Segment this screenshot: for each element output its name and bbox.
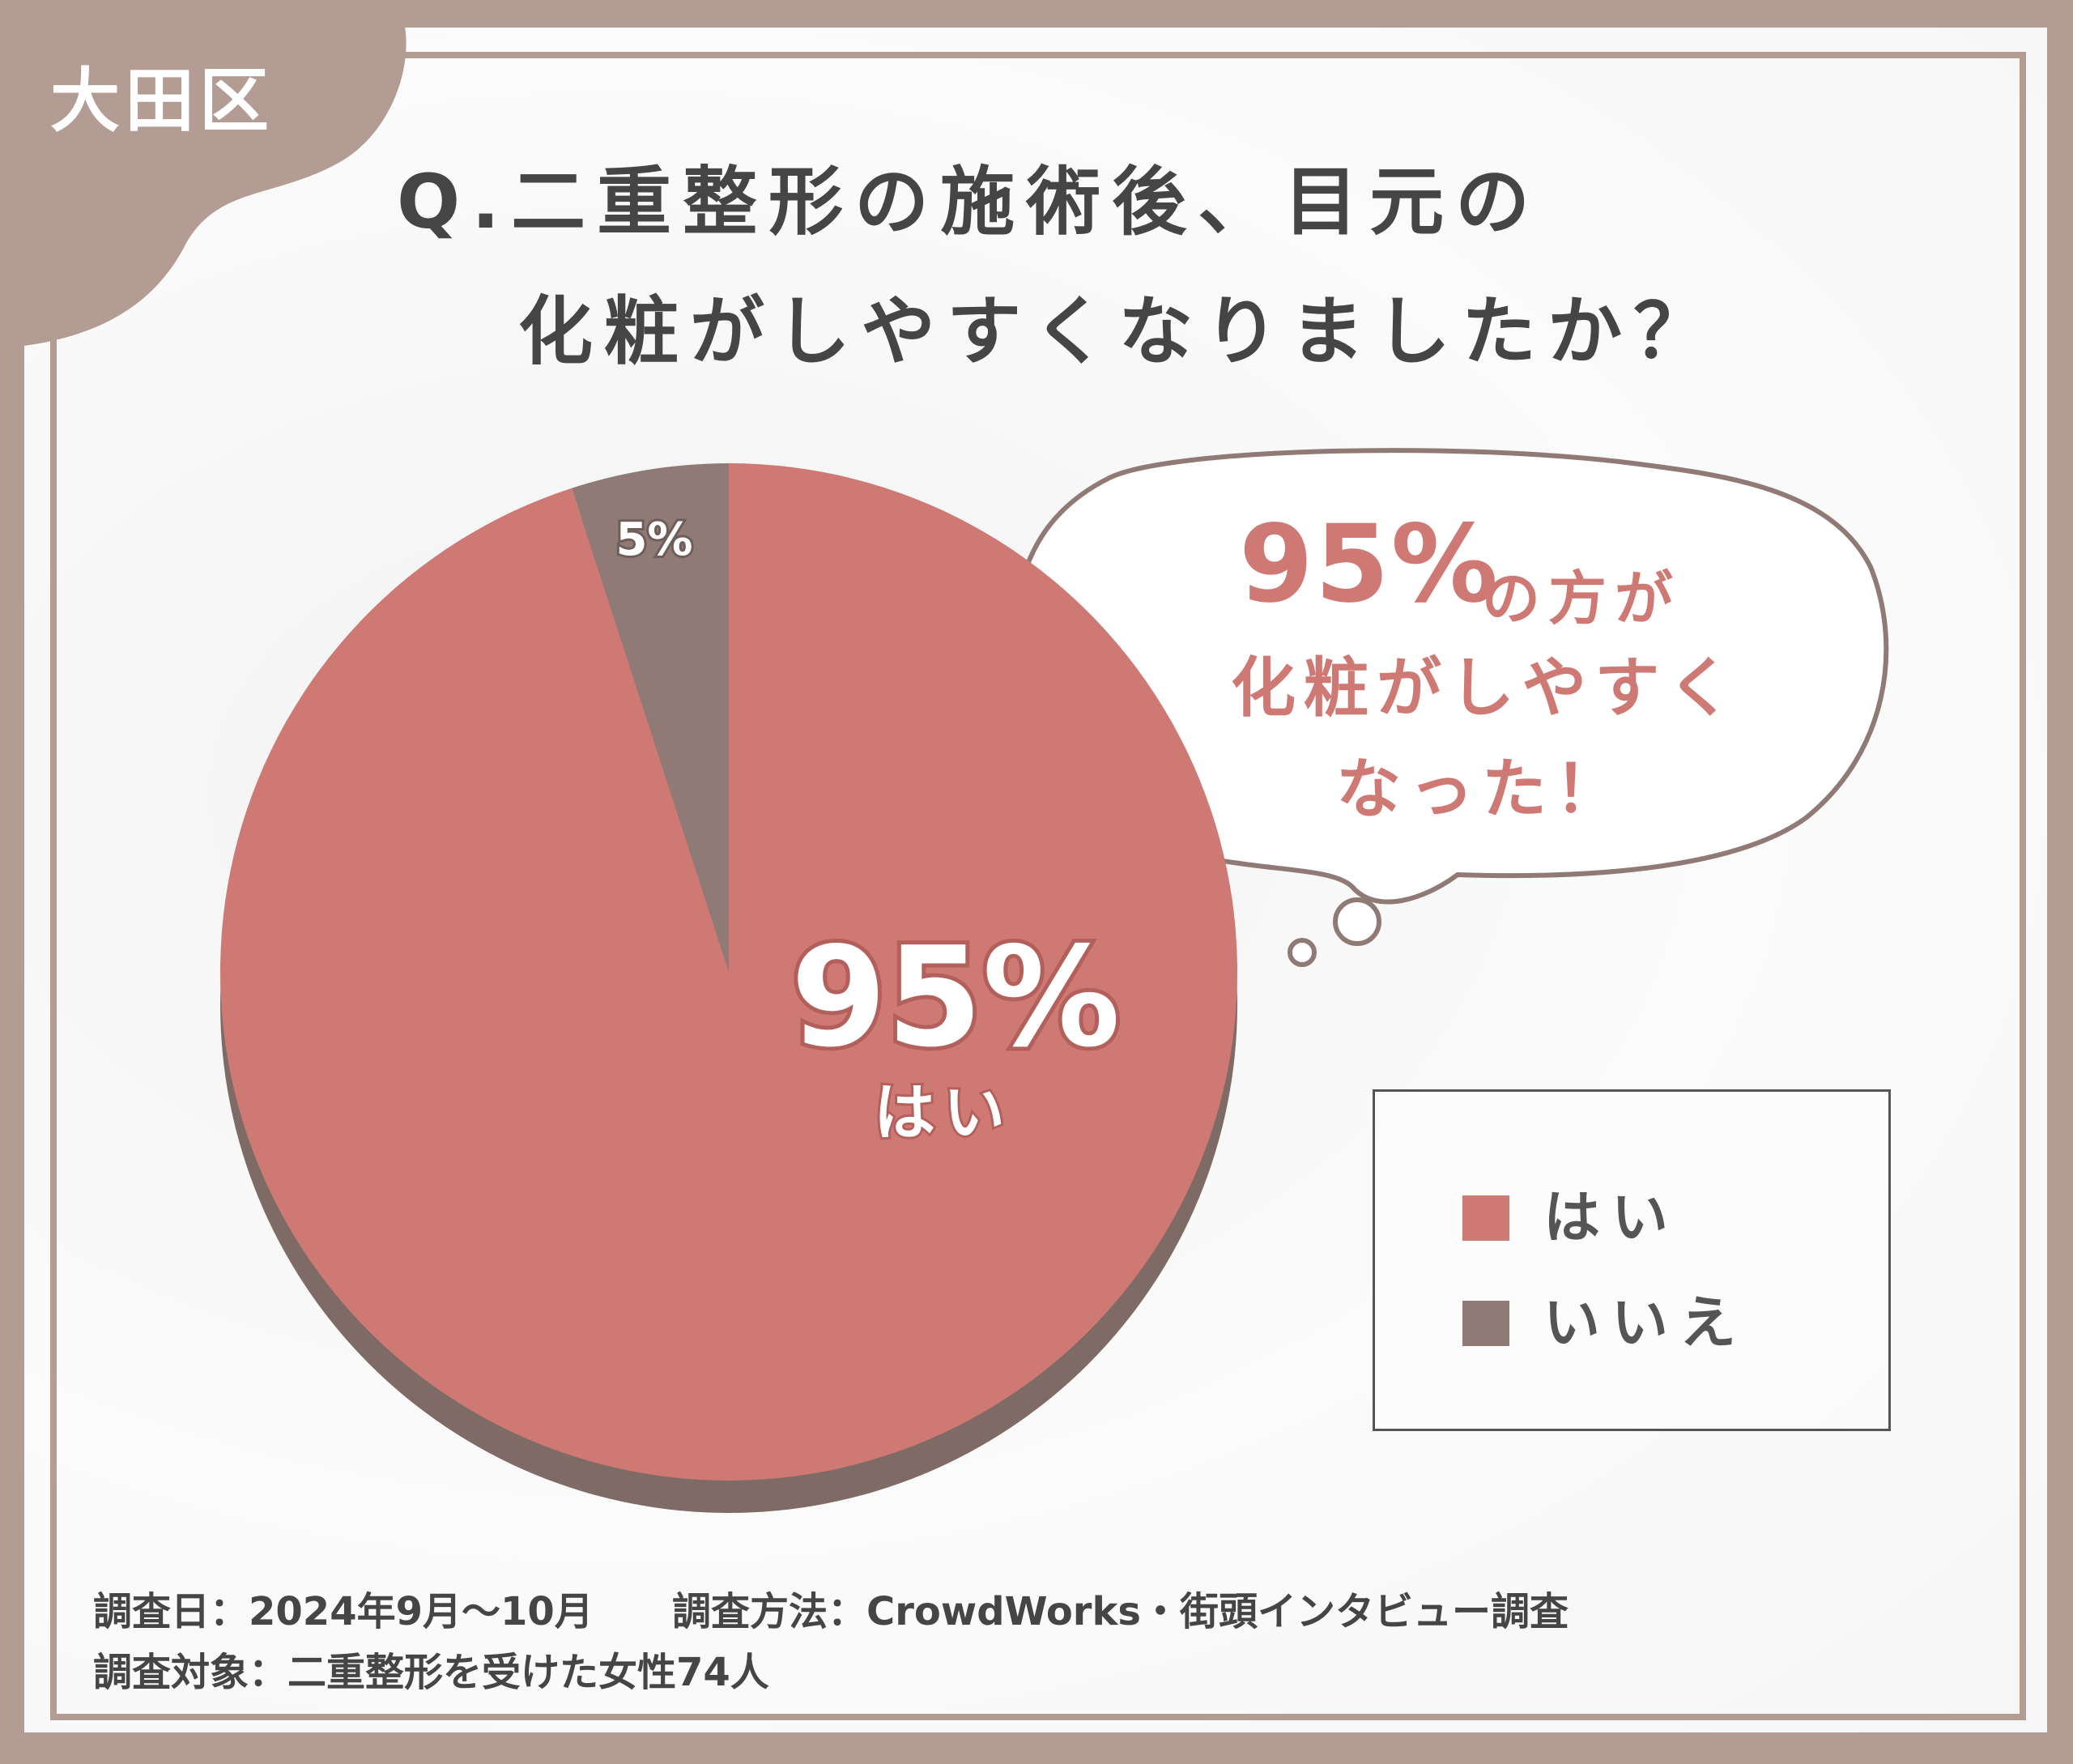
survey-method: 調査方法：CrowdWorks・街頭インタビュー調査 (672, 1589, 1569, 1634)
bubble-line-2: 化粧がしやすく (1231, 650, 1741, 726)
legend-label-yes: はい (1543, 1184, 1679, 1251)
legend-swatch-yes (1462, 1195, 1509, 1241)
legend-label-no: いいえ (1543, 1289, 1747, 1356)
bubble-line-3: なった！ (1336, 752, 1628, 827)
ward-label: 大田区 (50, 61, 274, 142)
survey-target: 調査対象：二重整形を受けた女性74人 (93, 1650, 769, 1695)
pie-slice-no (571, 463, 729, 972)
survey-date: 調査日：2024年9月～10月 (93, 1589, 594, 1634)
pie-label-no-value: 5% (615, 513, 692, 566)
pie-slices (220, 463, 1237, 1481)
legend: はい いいえ (1373, 1089, 1891, 1431)
pie-labels: 5% 95%はい (613, 511, 1124, 1151)
question-title-line-2: 化粧がしやすくなりましたか？ (518, 288, 1720, 375)
bubble-line-1: の方が (1482, 565, 1682, 633)
pie-label-yes-name: はい (874, 1076, 1013, 1148)
inner-frame (50, 52, 2026, 1720)
question-title-line-1: Q.二重整形の施術後、目元の (397, 159, 1542, 245)
pie-slice-yes (220, 463, 1237, 1481)
pie-label-yes-value: 95% (791, 918, 1121, 1078)
thought-bubble (1009, 448, 1889, 967)
ward-tab (0, 0, 407, 348)
bubble-percent: 95% (1239, 502, 1500, 627)
legend-swatch-no (1462, 1301, 1509, 1346)
